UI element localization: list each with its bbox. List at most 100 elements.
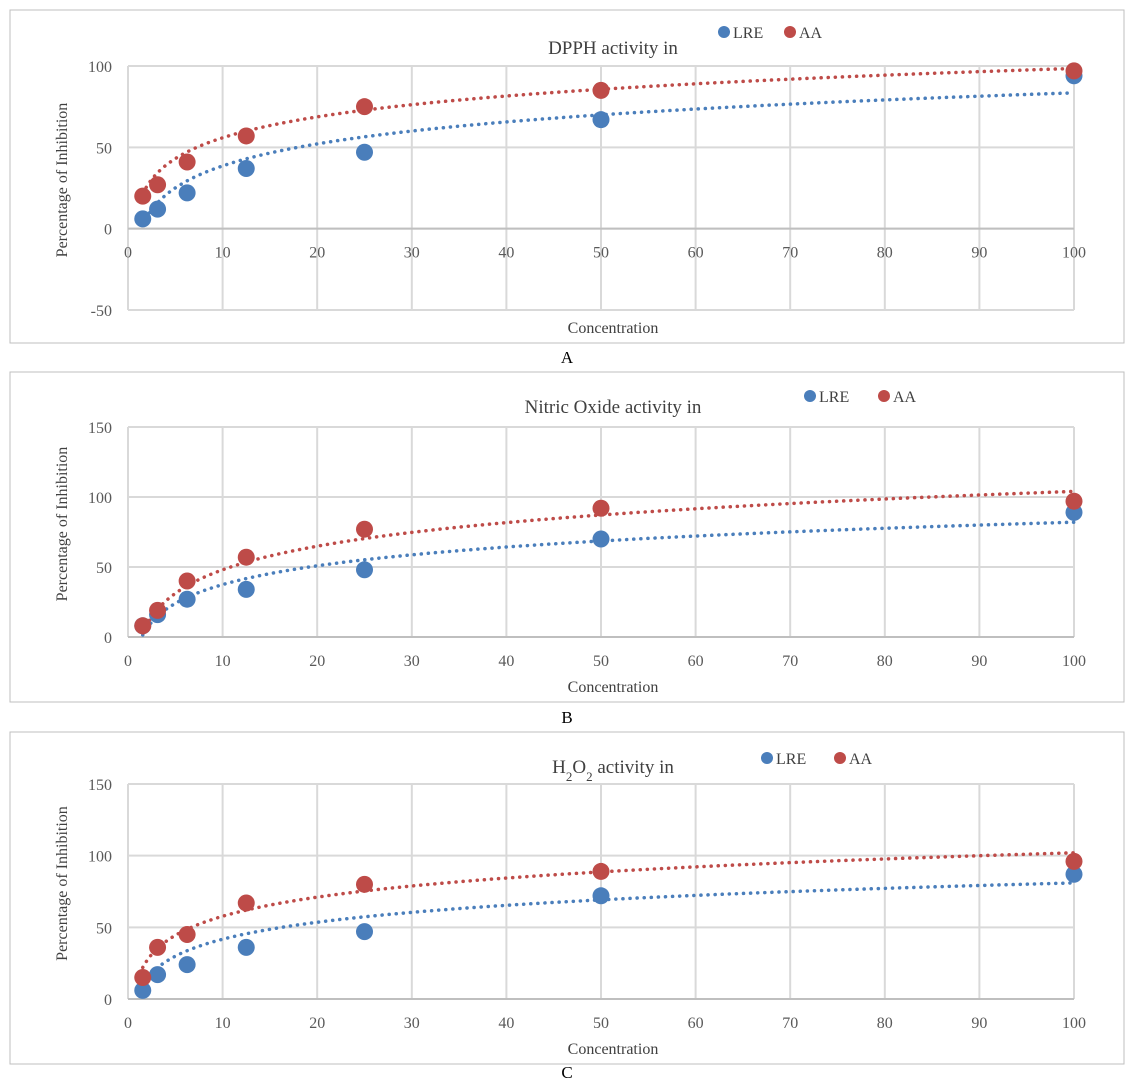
legend-label-lre: LRE <box>819 389 849 406</box>
x-tick-label: 50 <box>593 245 609 262</box>
x-tick-label: 100 <box>1062 1015 1086 1032</box>
chart-title: Nitric Oxide activity in <box>525 397 702 418</box>
x-tick-label: 60 <box>688 1015 704 1032</box>
legend-marker-lre <box>804 390 816 402</box>
x-tick-label: 80 <box>877 653 893 670</box>
data-point-aa <box>237 548 255 566</box>
legend-label-aa: AA <box>893 389 917 406</box>
chart-title-part: O <box>572 757 586 778</box>
chart-frame <box>9 9 1125 344</box>
y-tick-label: 100 <box>88 849 112 866</box>
data-point-lre <box>134 981 152 999</box>
chart-title-part: activity in <box>593 757 675 778</box>
x-tick-label: 10 <box>215 245 231 262</box>
legend-label-lre: LRE <box>776 751 806 768</box>
data-point-aa <box>237 127 255 145</box>
data-point-lre <box>237 938 255 956</box>
y-tick-label: 100 <box>88 59 112 76</box>
x-tick-label: 50 <box>593 653 609 670</box>
data-point-aa <box>1065 492 1083 510</box>
x-tick-label: 20 <box>309 653 325 670</box>
x-tick-label: 0 <box>124 1015 132 1032</box>
x-tick-label: 80 <box>877 245 893 262</box>
x-tick-label: 50 <box>593 1015 609 1032</box>
data-point-lre <box>149 200 167 218</box>
chart-frame <box>9 371 1125 703</box>
data-point-aa <box>134 969 152 986</box>
x-tick-label: 30 <box>404 1015 420 1032</box>
legend-label-aa: AA <box>849 751 873 768</box>
data-point-lre <box>592 887 610 905</box>
data-point-aa <box>149 938 167 956</box>
legend-marker-aa <box>878 390 890 402</box>
legend-label-aa: AA <box>799 25 823 42</box>
x-tick-label: 20 <box>309 245 325 262</box>
data-point-lre <box>178 590 196 608</box>
data-point-lre <box>356 923 373 941</box>
data-point-lre <box>356 143 373 161</box>
data-point-aa <box>592 499 610 517</box>
y-axis-label: Percentage of Inhibition <box>54 806 71 961</box>
data-point-aa <box>592 862 610 880</box>
data-point-aa <box>1065 62 1083 80</box>
x-tick-label: 40 <box>498 245 514 262</box>
legend-marker-aa <box>784 26 796 38</box>
y-tick-label: 50 <box>96 560 112 577</box>
chart-title: H2O2 activity in <box>552 757 674 784</box>
x-tick-label: 70 <box>782 1015 798 1032</box>
data-point-aa <box>149 601 167 619</box>
chart-frame <box>9 731 1125 1065</box>
y-tick-label: 50 <box>96 920 112 937</box>
data-point-lre <box>237 159 255 177</box>
data-point-lre <box>592 530 610 548</box>
x-tick-label: 10 <box>215 1015 231 1032</box>
y-tick-label: 0 <box>104 222 112 239</box>
data-point-aa <box>592 81 610 99</box>
data-point-aa <box>149 176 167 194</box>
x-tick-label: 40 <box>498 653 514 670</box>
data-point-lre <box>592 111 610 129</box>
y-tick-label: 100 <box>88 490 112 507</box>
y-tick-label: -50 <box>91 303 112 320</box>
data-point-lre <box>178 184 196 202</box>
data-point-aa <box>134 617 152 635</box>
y-axis-label: Percentage of Inhibition <box>54 447 71 602</box>
data-point-lre <box>178 956 196 974</box>
data-point-aa <box>178 153 196 171</box>
x-axis-label: Concentration <box>568 320 659 337</box>
legend-marker-lre <box>761 752 773 764</box>
data-point-lre <box>134 210 152 228</box>
data-point-aa <box>237 894 255 912</box>
legend-marker-aa <box>834 752 846 764</box>
chart-title-part: 2 <box>586 769 593 784</box>
chart-title: DPPH activity in <box>548 38 678 59</box>
data-point-aa <box>134 187 152 205</box>
data-point-aa <box>1065 852 1083 870</box>
x-axis-label: Concentration <box>568 1041 659 1058</box>
data-point-aa <box>178 572 196 590</box>
panel-caption: A <box>561 348 574 367</box>
x-tick-label: 20 <box>309 1015 325 1032</box>
x-tick-label: 40 <box>498 1015 514 1032</box>
legend-label-lre: LRE <box>733 25 763 42</box>
x-tick-label: 0 <box>124 245 132 262</box>
x-tick-label: 90 <box>971 653 987 670</box>
data-point-aa <box>356 98 373 116</box>
legend-marker-lre <box>718 26 730 38</box>
y-tick-label: 150 <box>88 777 112 794</box>
panel-caption: C <box>561 1063 572 1082</box>
x-tick-label: 30 <box>404 245 420 262</box>
data-point-lre <box>237 580 255 598</box>
y-tick-label: 50 <box>96 140 112 157</box>
trendline-lre <box>141 91 1076 227</box>
x-tick-label: 80 <box>877 1015 893 1032</box>
y-tick-label: 150 <box>88 420 112 437</box>
x-tick-label: 0 <box>124 653 132 670</box>
chart-panel-1: 0 10 20 30 40 50 60 70 80 90 100 -50 0 50 100 DPPH acti… <box>9 9 1125 344</box>
y-axis-label: Percentage of Inhibition <box>54 103 71 258</box>
chart-title-part: 2 <box>566 769 573 784</box>
data-point-aa <box>356 875 373 893</box>
y-tick-label: 0 <box>104 992 112 1009</box>
